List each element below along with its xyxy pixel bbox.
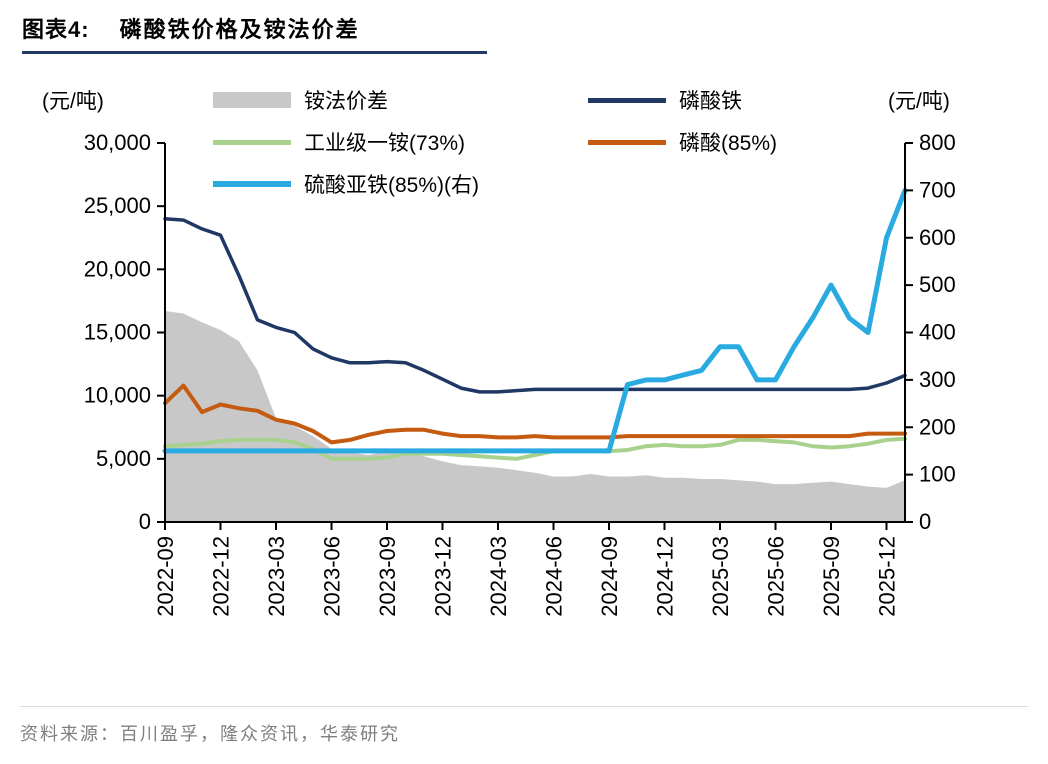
- legend-swatch-cyan-line: [213, 181, 291, 187]
- svg-text:5,000: 5,000: [96, 446, 151, 471]
- svg-text:15,000: 15,000: [84, 320, 151, 345]
- right-axis-unit: (元/吨): [888, 90, 950, 113]
- legend-swatch-orange-line: [588, 139, 666, 145]
- svg-text:2022-12: 2022-12: [209, 536, 234, 617]
- svg-text:10,000: 10,000: [84, 383, 151, 408]
- svg-text:2024-06: 2024-06: [542, 536, 567, 617]
- svg-text:2024-12: 2024-12: [653, 536, 678, 617]
- legend-label: 铵法价差: [304, 90, 388, 113]
- title-underline: [22, 51, 487, 54]
- source-text: 资料来源：百川盈孚，隆众资讯，华泰研究: [20, 724, 400, 744]
- svg-text:2023-06: 2023-06: [320, 536, 345, 617]
- price-chart-svg: 0 5,000 10,000 15,000 20,000 25,000 30,000 0 100…: [84, 130, 956, 617]
- legend-swatch-area-gray: [213, 92, 291, 108]
- svg-text:700: 700: [919, 177, 956, 202]
- svg-text:2024-09: 2024-09: [597, 536, 622, 617]
- chart-header: 图表4: 磷酸铁价格及铵法价差: [22, 12, 487, 54]
- svg-text:20,000: 20,000: [84, 256, 151, 281]
- svg-text:30,000: 30,000: [84, 130, 151, 155]
- svg-text:2025-09: 2025-09: [819, 536, 844, 617]
- svg-text:2023-03: 2023-03: [264, 536, 289, 617]
- svg-text:2022-09: 2022-09: [153, 536, 178, 617]
- svg-text:600: 600: [919, 225, 956, 250]
- svg-text:25,000: 25,000: [84, 193, 151, 218]
- legend-label: 硫酸亚铁(85%)(右): [304, 174, 480, 197]
- svg-text:2025-03: 2025-03: [708, 536, 733, 617]
- svg-text:500: 500: [919, 272, 956, 297]
- legend-label: 磷酸(85%): [679, 132, 778, 155]
- legend-item-spread: 铵法价差: [213, 85, 388, 115]
- figure-label: 图表4:: [22, 17, 90, 42]
- page-title: 磷酸铁价格及铵法价差: [119, 17, 360, 42]
- svg-text:0: 0: [919, 509, 931, 534]
- svg-text:400: 400: [919, 320, 956, 345]
- legend-item-phosphoric-acid: 磷酸(85%): [588, 127, 777, 157]
- legend-item-ferrous-sulfate: 硫酸亚铁(85%)(右): [213, 169, 479, 199]
- left-axis-unit: (元/吨): [42, 90, 104, 113]
- legend-item-iron-phosphate: 磷酸铁: [588, 85, 742, 115]
- svg-text:800: 800: [919, 130, 956, 155]
- svg-text:2024-03: 2024-03: [486, 536, 511, 617]
- chart-title-row: 图表4: 磷酸铁价格及铵法价差: [22, 12, 487, 44]
- svg-text:2025-12: 2025-12: [875, 536, 900, 617]
- svg-text:2023-12: 2023-12: [431, 536, 456, 617]
- price-chart-area: 0 5,000 10,000 15,000 20,000 25,000 30,000 0 100…: [0, 55, 1048, 655]
- chart-footer: 资料来源：百川盈孚，隆众资讯，华泰研究: [20, 706, 1028, 746]
- svg-text:2023-09: 2023-09: [375, 536, 400, 617]
- legend-label: 工业级一铵(73%): [304, 132, 466, 155]
- svg-text:0: 0: [139, 509, 151, 534]
- legend-item-map73: 工业级一铵(73%): [213, 127, 465, 157]
- svg-text:300: 300: [919, 367, 956, 392]
- svg-text:100: 100: [919, 462, 956, 487]
- svg-text:2025-06: 2025-06: [764, 536, 789, 617]
- legend-swatch-navy-line: [588, 97, 666, 103]
- svg-text:200: 200: [919, 414, 956, 439]
- legend-label: 磷酸铁: [679, 90, 742, 113]
- legend-swatch-green-line: [213, 139, 291, 145]
